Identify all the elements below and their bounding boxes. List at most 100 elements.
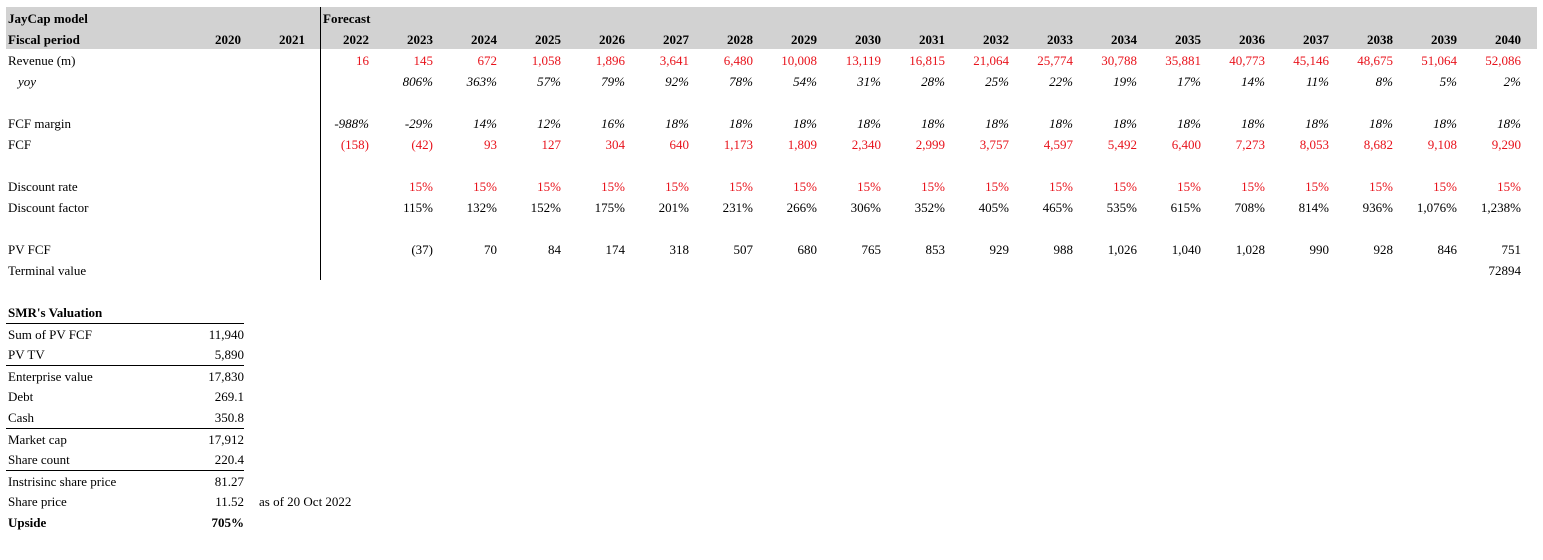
fcf-margin-cell[interactable]: -29% — [404, 116, 433, 131]
discount-factor-cell[interactable]: 231% — [722, 200, 753, 215]
fcf-margin-cell[interactable]: 18% — [729, 116, 753, 131]
year-header-cell[interactable]: 2024 — [471, 32, 497, 47]
fcf-cell[interactable]: 1,173 — [723, 137, 753, 152]
forecast-label[interactable]: Forecast — [323, 11, 371, 26]
discount-factor-cell[interactable]: 708% — [1234, 200, 1265, 215]
yoy-cell[interactable]: 22% — [1049, 74, 1073, 89]
discount-factor-cell[interactable]: 152% — [530, 200, 561, 215]
year-header-cell[interactable]: 2020 — [215, 32, 241, 47]
discount-rate-cell[interactable]: 15% — [409, 179, 433, 194]
valuation-value[interactable]: 17,830 — [208, 369, 244, 384]
revenue-cell[interactable]: 3,641 — [659, 53, 689, 68]
year-header-cell[interactable]: 2033 — [1047, 32, 1073, 47]
fcf-margin-label[interactable]: FCF margin — [8, 116, 71, 131]
fcf-cell[interactable]: 2,999 — [915, 137, 945, 152]
revenue-cell[interactable]: 40,773 — [1229, 53, 1265, 68]
discount-rate-cell[interactable]: 15% — [1497, 179, 1521, 194]
pv-fcf-label[interactable]: PV FCF — [8, 242, 51, 257]
revenue-cell[interactable]: 145 — [413, 53, 434, 68]
discount-factor-cell[interactable]: 115% — [403, 200, 433, 215]
fcf-cell[interactable]: 8,682 — [1363, 137, 1393, 152]
model-title[interactable]: JayCap model — [8, 11, 88, 26]
valuation-label[interactable]: Instrisinc share price — [8, 474, 117, 489]
revenue-cell[interactable]: 51,064 — [1421, 53, 1457, 68]
discount-factor-cell[interactable]: 405% — [978, 200, 1009, 215]
yoy-cell[interactable]: 25% — [985, 74, 1009, 89]
revenue-cell[interactable]: 48,675 — [1357, 53, 1393, 68]
yoy-cell[interactable]: 806% — [402, 74, 433, 89]
yoy-cell[interactable]: 57% — [537, 74, 561, 89]
pv-fcf-cell[interactable]: 1,028 — [1235, 242, 1265, 257]
fcf-margin-cell[interactable]: 18% — [665, 116, 689, 131]
discount-rate-cell[interactable]: 15% — [729, 179, 753, 194]
discount-rate-cell[interactable]: 15% — [793, 179, 817, 194]
year-header-cell[interactable]: 2028 — [727, 32, 753, 47]
valuation-value[interactable]: 350.8 — [214, 410, 244, 425]
year-header-cell[interactable]: 2038 — [1367, 32, 1393, 47]
discount-factor-cell[interactable]: 175% — [594, 200, 625, 215]
valuation-value[interactable]: 5,890 — [214, 347, 244, 362]
upside-label[interactable]: Upside — [8, 515, 47, 530]
pv-fcf-cell[interactable]: 507 — [733, 242, 754, 257]
revenue-cell[interactable]: 16,815 — [909, 53, 945, 68]
pv-fcf-cell[interactable]: 318 — [669, 242, 690, 257]
fcf-margin-cell[interactable]: 18% — [1113, 116, 1137, 131]
discount-factor-cell[interactable]: 936% — [1362, 200, 1393, 215]
discount-rate-cell[interactable]: 15% — [1177, 179, 1201, 194]
yoy-cell[interactable]: 5% — [1439, 74, 1457, 89]
discount-rate-cell[interactable]: 15% — [665, 179, 689, 194]
year-header-cell[interactable]: 2037 — [1303, 32, 1329, 47]
fcf-margin-cell[interactable]: 18% — [1497, 116, 1521, 131]
discount-factor-cell[interactable]: 814% — [1298, 200, 1329, 215]
fcf-margin-cell[interactable]: 18% — [1369, 116, 1393, 131]
pv-fcf-cell[interactable]: (37) — [411, 242, 433, 257]
discount-rate-label[interactable]: Discount rate — [8, 179, 78, 194]
valuation-label[interactable]: PV TV — [8, 347, 45, 362]
fcf-cell[interactable]: 640 — [669, 137, 690, 152]
valuation-label[interactable]: Debt — [8, 389, 34, 404]
fcf-cell[interactable]: 9,290 — [1491, 137, 1521, 152]
discount-factor-cell[interactable]: 266% — [786, 200, 817, 215]
yoy-cell[interactable]: 14% — [1241, 74, 1265, 89]
fcf-cell[interactable]: 6,400 — [1171, 137, 1201, 152]
discount-factor-cell[interactable]: 352% — [914, 200, 945, 215]
discount-rate-cell[interactable]: 15% — [1241, 179, 1265, 194]
discount-rate-cell[interactable]: 15% — [985, 179, 1009, 194]
valuation-label[interactable]: Market cap — [8, 432, 67, 447]
revenue-cell[interactable]: 6,480 — [723, 53, 753, 68]
fcf-margin-cell[interactable]: 18% — [857, 116, 881, 131]
fcf-cell[interactable]: 127 — [541, 137, 562, 152]
fcf-margin-cell[interactable]: 18% — [921, 116, 945, 131]
revenue-cell[interactable]: 52,086 — [1485, 53, 1521, 68]
revenue-cell[interactable]: 1,058 — [531, 53, 561, 68]
discount-rate-cell[interactable]: 15% — [1369, 179, 1393, 194]
year-header-cell[interactable]: 2031 — [919, 32, 945, 47]
yoy-cell[interactable]: 28% — [921, 74, 945, 89]
year-header-cell[interactable]: 2022 — [343, 32, 369, 47]
yoy-cell[interactable]: 363% — [466, 74, 497, 89]
discount-factor-cell[interactable]: 465% — [1042, 200, 1073, 215]
yoy-cell[interactable]: 54% — [793, 74, 817, 89]
upside-value[interactable]: 705% — [211, 515, 245, 530]
fcf-margin-cell[interactable]: 18% — [1241, 116, 1265, 131]
yoy-cell[interactable]: 19% — [1113, 74, 1137, 89]
discount-rate-cell[interactable]: 15% — [473, 179, 497, 194]
year-header-cell[interactable]: 2027 — [663, 32, 689, 47]
fcf-margin-cell[interactable]: 18% — [1049, 116, 1073, 131]
year-header-cell[interactable]: 2023 — [407, 32, 433, 47]
fcf-margin-cell[interactable]: 18% — [985, 116, 1009, 131]
share-price-note[interactable]: as of 20 Oct 2022 — [259, 494, 352, 509]
revenue-cell[interactable]: 45,146 — [1293, 53, 1329, 68]
pv-fcf-cell[interactable]: 751 — [1501, 242, 1522, 257]
fcf-cell[interactable]: 2,340 — [851, 137, 881, 152]
valuation-value[interactable]: 269.1 — [214, 389, 244, 404]
pv-fcf-cell[interactable]: 174 — [605, 242, 626, 257]
discount-rate-cell[interactable]: 15% — [1305, 179, 1329, 194]
year-header-cell[interactable]: 2021 — [279, 32, 305, 47]
discount-factor-cell[interactable]: 535% — [1106, 200, 1137, 215]
fcf-cell[interactable]: 5,492 — [1107, 137, 1137, 152]
pv-fcf-cell[interactable]: 846 — [1437, 242, 1458, 257]
valuation-label[interactable]: Share price — [8, 494, 67, 509]
pv-fcf-cell[interactable]: 1,040 — [1171, 242, 1201, 257]
valuation-label[interactable]: Share count — [8, 452, 70, 467]
